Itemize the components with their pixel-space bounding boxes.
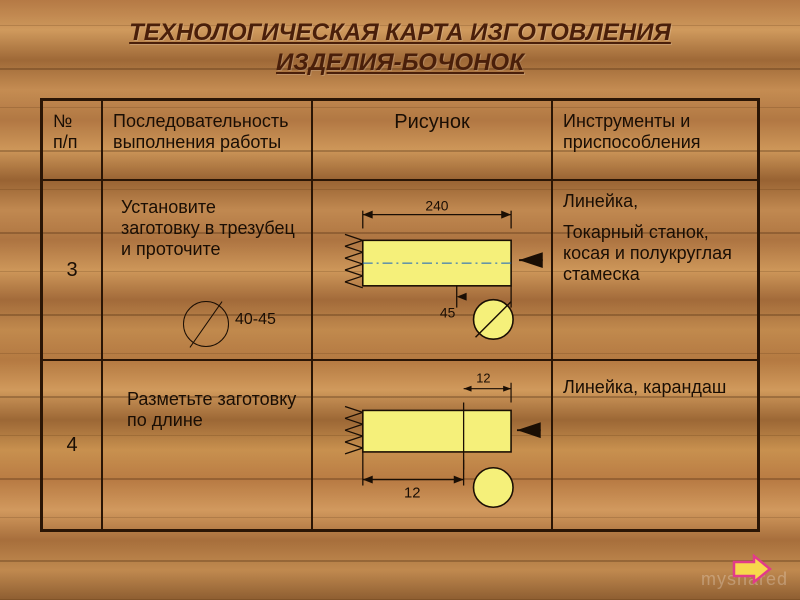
diagram-row-3: 240 45 — [313, 181, 551, 359]
title-line-1: ТЕХНОЛОГИЧЕСКАЯ КАРТА ИЗГОТОВЛЕНИЯ — [129, 19, 671, 46]
next-slide-button[interactable] — [732, 554, 772, 584]
dim-240: 240 — [425, 198, 448, 214]
row-drawing: 240 45 — [312, 180, 552, 360]
tools-line-1: Линейка, карандаш — [563, 371, 747, 398]
tech-table: № п/п Последовательность выполнения рабо… — [40, 98, 760, 532]
sequence-text: Установите заготовку в трезубец и проточ… — [113, 191, 301, 260]
dim-45: 45 — [440, 304, 456, 320]
row-drawing: 12 12 — [312, 360, 552, 530]
row-num: 3 — [42, 180, 102, 360]
header-sequence: Последовательность выполнения работы — [102, 100, 312, 180]
tools-line-2: Токарный станок, косая и полукруглая ста… — [563, 222, 747, 285]
row-tools: Линейка, Токарный станок, косая и полукр… — [552, 180, 758, 360]
header-num: № п/п — [42, 100, 102, 180]
title-line-2: ИЗДЕЛИЯ-БОЧОНОК — [276, 49, 524, 76]
row-tools: Линейка, карандаш — [552, 360, 758, 530]
row-sequence: Установите заготовку в трезубец и проточ… — [102, 180, 312, 360]
page-title: ТЕХНОЛОГИЧЕСКАЯ КАРТА ИЗГОТОВЛЕНИЯ ИЗДЕЛ… — [0, 0, 800, 78]
arrow-right-icon — [732, 554, 772, 584]
dim-12-bottom: 12 — [404, 485, 420, 501]
sequence-text: Разметьте заготовку по длине — [113, 371, 301, 431]
diagram-row-4: 12 12 — [313, 361, 551, 529]
sequence-note: 40-45 — [235, 311, 276, 329]
tools-line-1: Линейка, — [563, 191, 747, 212]
row-sequence: Разметьте заготовку по длине — [102, 360, 312, 530]
header-tools: Инструменты и приспособления — [552, 100, 758, 180]
dim-12-top: 12 — [476, 371, 490, 386]
header-drawing: Рисунок — [312, 100, 552, 180]
dim-circle-annotation — [183, 301, 229, 347]
row-num: 4 — [42, 360, 102, 530]
